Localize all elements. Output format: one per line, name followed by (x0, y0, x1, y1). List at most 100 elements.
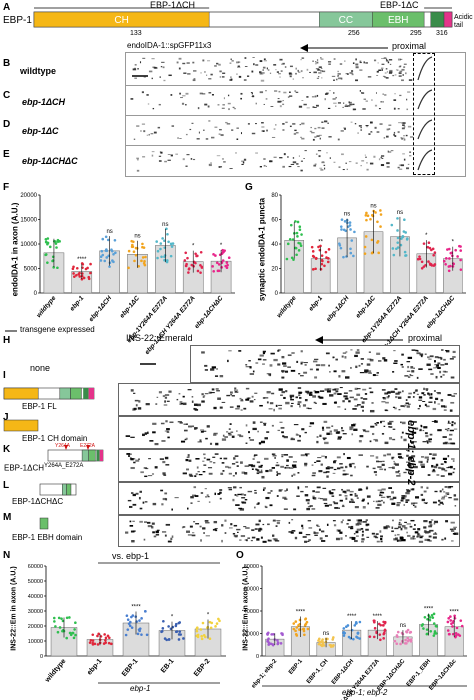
ins22-puncta-4 (297, 486, 300, 488)
data-point-4 (217, 617, 220, 621)
data-point-2 (340, 228, 343, 231)
puncta-b1 (347, 104, 351, 107)
puncta-b0 (347, 73, 349, 75)
ins22-puncta-4 (278, 489, 283, 491)
puncta-b3 (292, 157, 295, 159)
ins22-puncta-5 (308, 539, 311, 542)
data-point-3 (175, 630, 179, 633)
data-point-6 (459, 249, 463, 252)
puncta-b0 (380, 67, 384, 69)
ins22-puncta-3 (292, 466, 297, 469)
data-point-0 (53, 620, 56, 623)
ins22-puncta-1 (166, 400, 170, 402)
ins22-puncta-1 (221, 401, 226, 403)
data-point-1 (320, 262, 324, 266)
ins22-puncta-5 (365, 523, 370, 526)
ins22-puncta-0 (400, 363, 404, 366)
y-tick-label: 20 (271, 267, 278, 273)
data-point-2 (350, 239, 354, 242)
puncta-b2 (136, 125, 140, 127)
data-point-2 (114, 251, 117, 255)
y-tick-label: 0 (256, 654, 259, 660)
data-point-7 (446, 629, 450, 632)
ins22-puncta-0 (320, 364, 326, 367)
data-point-1 (107, 641, 111, 645)
data-point-1 (323, 264, 326, 268)
data-point-4 (165, 227, 168, 231)
data-point-2 (349, 251, 353, 255)
puncta-b0 (230, 76, 232, 79)
ins22-puncta-0 (416, 352, 421, 355)
ins22-puncta-0 (204, 364, 208, 367)
ins22-puncta-4 (401, 495, 405, 497)
ins22-puncta-3 (332, 472, 336, 474)
ins22-puncta-3 (399, 457, 404, 459)
ins22-puncta-4 (284, 490, 287, 492)
ins22-puncta-4 (362, 498, 365, 501)
ins22-puncta-5 (326, 523, 329, 526)
data-point-2 (339, 225, 343, 228)
ins22-puncta-1 (219, 406, 223, 409)
ins22-puncta-1 (182, 395, 185, 398)
ins22-puncta-1 (291, 402, 294, 404)
ins22-puncta-2 (374, 422, 377, 425)
puncta-b0 (385, 59, 389, 62)
data-point-3 (127, 266, 130, 270)
ins22-puncta-2 (125, 435, 131, 437)
puncta-b1 (349, 103, 353, 106)
ins22-puncta-3 (260, 469, 263, 472)
data-point-4 (196, 635, 200, 639)
ins22-puncta-1 (182, 402, 187, 406)
panel-n-label: N (3, 550, 11, 561)
puncta-b2 (153, 131, 157, 134)
puncta-b0 (378, 69, 382, 71)
ins22-puncta-5 (258, 530, 261, 532)
ins22-puncta-5 (304, 540, 308, 543)
ins22-puncta-5 (348, 526, 352, 529)
ins22-puncta-1 (434, 401, 436, 404)
data-point-3 (167, 638, 171, 641)
ins22-puncta-4 (349, 493, 353, 496)
puncta-b3 (341, 153, 344, 156)
ins22-puncta-1 (278, 404, 283, 406)
ins22-puncta-5 (397, 533, 400, 536)
ins22-puncta-0 (344, 356, 347, 359)
ins22-puncta-1 (313, 401, 316, 404)
data-point-5 (200, 265, 204, 269)
ins22-puncta-1 (450, 401, 455, 404)
ins22-puncta-4 (234, 494, 237, 496)
ins22-puncta-1 (361, 401, 365, 404)
ins22-puncta-4 (358, 488, 361, 491)
ins22-puncta-3 (235, 461, 239, 463)
data-point-3 (363, 245, 367, 249)
puncta-b2 (205, 138, 209, 140)
ins22-puncta-2 (180, 440, 186, 443)
ins22-puncta-1 (314, 402, 317, 404)
puncta-b3 (321, 161, 325, 164)
puncta-b1 (344, 105, 349, 107)
significance-3: ns (134, 234, 140, 240)
data-point-1 (75, 266, 79, 270)
data-point-2 (349, 228, 352, 231)
ins22-puncta-2 (351, 433, 354, 436)
domain-label-ch: CH (114, 15, 128, 26)
puncta-b1 (333, 102, 337, 104)
puncta-b1 (282, 103, 285, 106)
data-point-1 (312, 255, 316, 259)
puncta-b0 (238, 75, 242, 78)
ins22-puncta-5 (191, 534, 196, 537)
ins22-puncta-3 (323, 471, 327, 474)
data-point-7 (449, 615, 452, 618)
ins22-puncta-2 (226, 431, 229, 433)
puncta-b0 (192, 61, 195, 64)
puncta-b2 (185, 133, 188, 136)
ins22-puncta-4 (413, 502, 418, 504)
puncta-b1 (335, 105, 337, 107)
ins22-puncta-2 (369, 440, 372, 443)
puncta-b3 (409, 151, 412, 153)
data-point-6 (433, 630, 437, 633)
ins22-puncta-1 (135, 404, 138, 407)
ins22-puncta-5 (165, 523, 171, 526)
ins22-puncta-2 (166, 428, 170, 431)
